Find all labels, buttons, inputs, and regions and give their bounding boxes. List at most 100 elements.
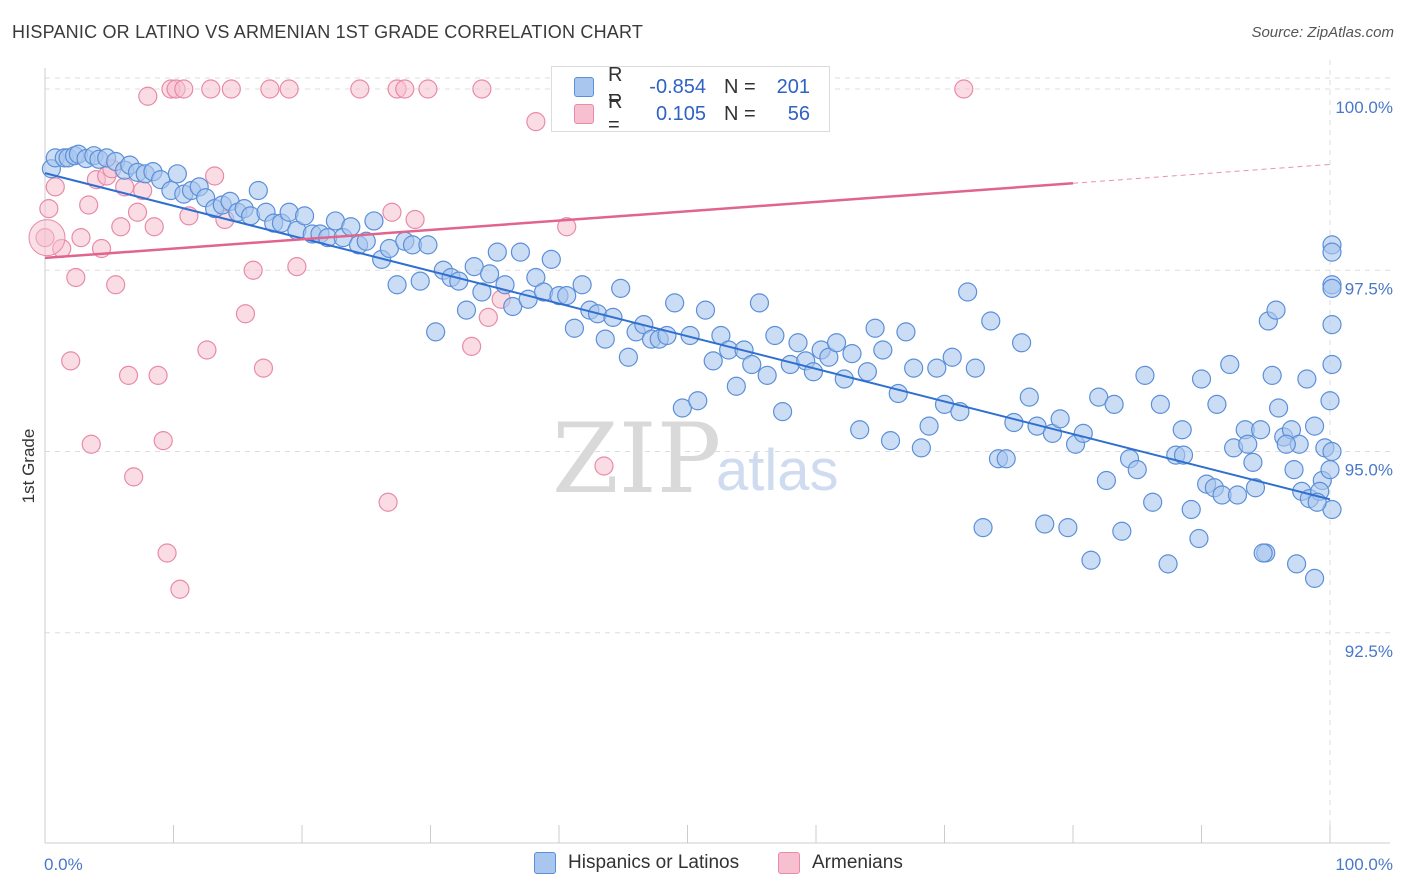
hispanic-point: [1320, 391, 1340, 411]
legend-r-label: R =: [608, 64, 623, 109]
hispanic-point: [1035, 514, 1055, 534]
hispanic-point: [1081, 550, 1101, 570]
axes: [44, 68, 1390, 844]
hispanic-point: [834, 369, 854, 389]
legend-row-armenian: R = 0.105 N = 56: [574, 91, 810, 136]
trend-lines: [44, 163, 1331, 501]
y-tick-label: 95.0%: [1345, 461, 1393, 480]
hispanic-point: [1322, 315, 1342, 335]
armenian-point: [118, 365, 139, 385]
hispanic-point: [1320, 460, 1340, 480]
armenian-point: [594, 456, 614, 476]
armenian-point: [201, 79, 221, 99]
hispanic-point: [618, 347, 638, 367]
hispanic-point: [765, 325, 785, 346]
armenian-point: [235, 304, 256, 324]
hispanic-point: [880, 431, 901, 451]
legend-swatch-hispanic: [574, 77, 594, 97]
hispanic-point: [1286, 554, 1307, 574]
armenian-point: [260, 79, 280, 99]
hispanic-point: [896, 322, 916, 342]
hispanic-point: [1089, 387, 1109, 407]
hispanic-point: [742, 354, 762, 375]
hispanic-point: [1189, 528, 1209, 549]
armenian-point: [418, 79, 438, 99]
hispanic-point: [726, 376, 746, 396]
hispanic-point: [1253, 543, 1273, 563]
hispanic-point: [1181, 499, 1201, 520]
bottom-legend-swatch-hispanic: [534, 852, 556, 874]
hispanic-point: [1266, 300, 1286, 320]
hispanic-point: [1227, 485, 1248, 505]
hispanic-point: [665, 293, 685, 313]
legend-n-value: 201: [776, 75, 810, 98]
armenian-point: [45, 177, 65, 197]
hispanic-point: [749, 293, 770, 313]
chart-title: HISPANIC OR LATINO VS ARMENIAN 1ST GRADE…: [12, 22, 644, 42]
hispanic-point: [1158, 554, 1178, 574]
hispanic-point: [927, 358, 947, 378]
x-tick-labels: 0.0% 100.0%: [44, 855, 1393, 874]
watermark-zip: ZIP: [552, 403, 721, 515]
hispanic-point: [850, 420, 870, 440]
hispanic-point: [487, 242, 507, 262]
legend: R = -0.854 N = 201 R = 0.105 N = 56: [551, 64, 830, 136]
armenian-point: [279, 79, 299, 99]
x-tick-label-min: 0.0%: [44, 855, 83, 874]
hispanic-point: [1243, 452, 1263, 472]
armenian-point: [157, 543, 177, 563]
data-points: [28, 79, 1342, 599]
armenian-point: [170, 579, 190, 599]
armenian-point: [395, 79, 415, 99]
armenian-point: [111, 217, 131, 237]
hispanic-point: [1276, 434, 1296, 454]
hispanic-point: [688, 391, 708, 411]
armenian-point: [197, 340, 217, 360]
hispanic-point: [1251, 420, 1271, 440]
y-tick-label: 97.5%: [1345, 279, 1393, 298]
hispanic-point: [564, 318, 585, 338]
hispanic-point: [503, 296, 523, 317]
hispanic-point: [364, 211, 384, 231]
legend-r-label: R =: [608, 91, 623, 136]
hispanic-point: [167, 164, 187, 184]
hispanic-point: [1135, 365, 1155, 385]
hispanic-point: [865, 318, 885, 338]
armenian-point: [71, 228, 91, 248]
hispanic-point: [572, 275, 592, 295]
armenian-trend-extension: [1072, 163, 1331, 184]
legend-row-hispanic: R = -0.854 N = 201: [574, 64, 810, 109]
legend-r-value: -0.854: [649, 75, 706, 98]
legend-r-value: 0.105: [655, 102, 706, 125]
armenian-point: [79, 195, 99, 215]
hispanic-point: [803, 362, 824, 382]
armenian-point: [153, 431, 173, 451]
armenian-point: [138, 86, 158, 106]
hispanic-point: [480, 264, 500, 284]
armenian-point: [205, 166, 225, 186]
hispanic-point: [1304, 568, 1325, 588]
hispanic-point: [426, 322, 446, 342]
armenian-point: [174, 79, 194, 99]
hispanic-point: [973, 518, 993, 538]
watermark-atlas: atlas: [716, 438, 839, 503]
hispanic-point: [595, 329, 615, 349]
hispanic-point: [695, 300, 716, 320]
hispanic-point: [1245, 478, 1266, 498]
hispanic-point: [703, 351, 723, 371]
hispanic-point: [1322, 441, 1342, 462]
hispanic-point: [387, 275, 407, 295]
armenian-point: [61, 351, 81, 371]
armenian-point: [124, 467, 144, 487]
hispanic-point: [1220, 354, 1240, 375]
hispanic-point: [1322, 354, 1342, 375]
hispanic-point: [541, 249, 561, 269]
hispanic-point: [557, 286, 577, 306]
armenian-point: [253, 358, 274, 378]
hispanic-point: [1322, 278, 1342, 298]
legend-swatch-armenian: [574, 104, 594, 124]
armenian-point: [405, 209, 425, 230]
y-tick-labels: 100.0% 97.5% 95.0% 92.5%: [1335, 98, 1393, 661]
hispanic-point: [857, 362, 878, 382]
hispanic-point: [1104, 394, 1124, 414]
